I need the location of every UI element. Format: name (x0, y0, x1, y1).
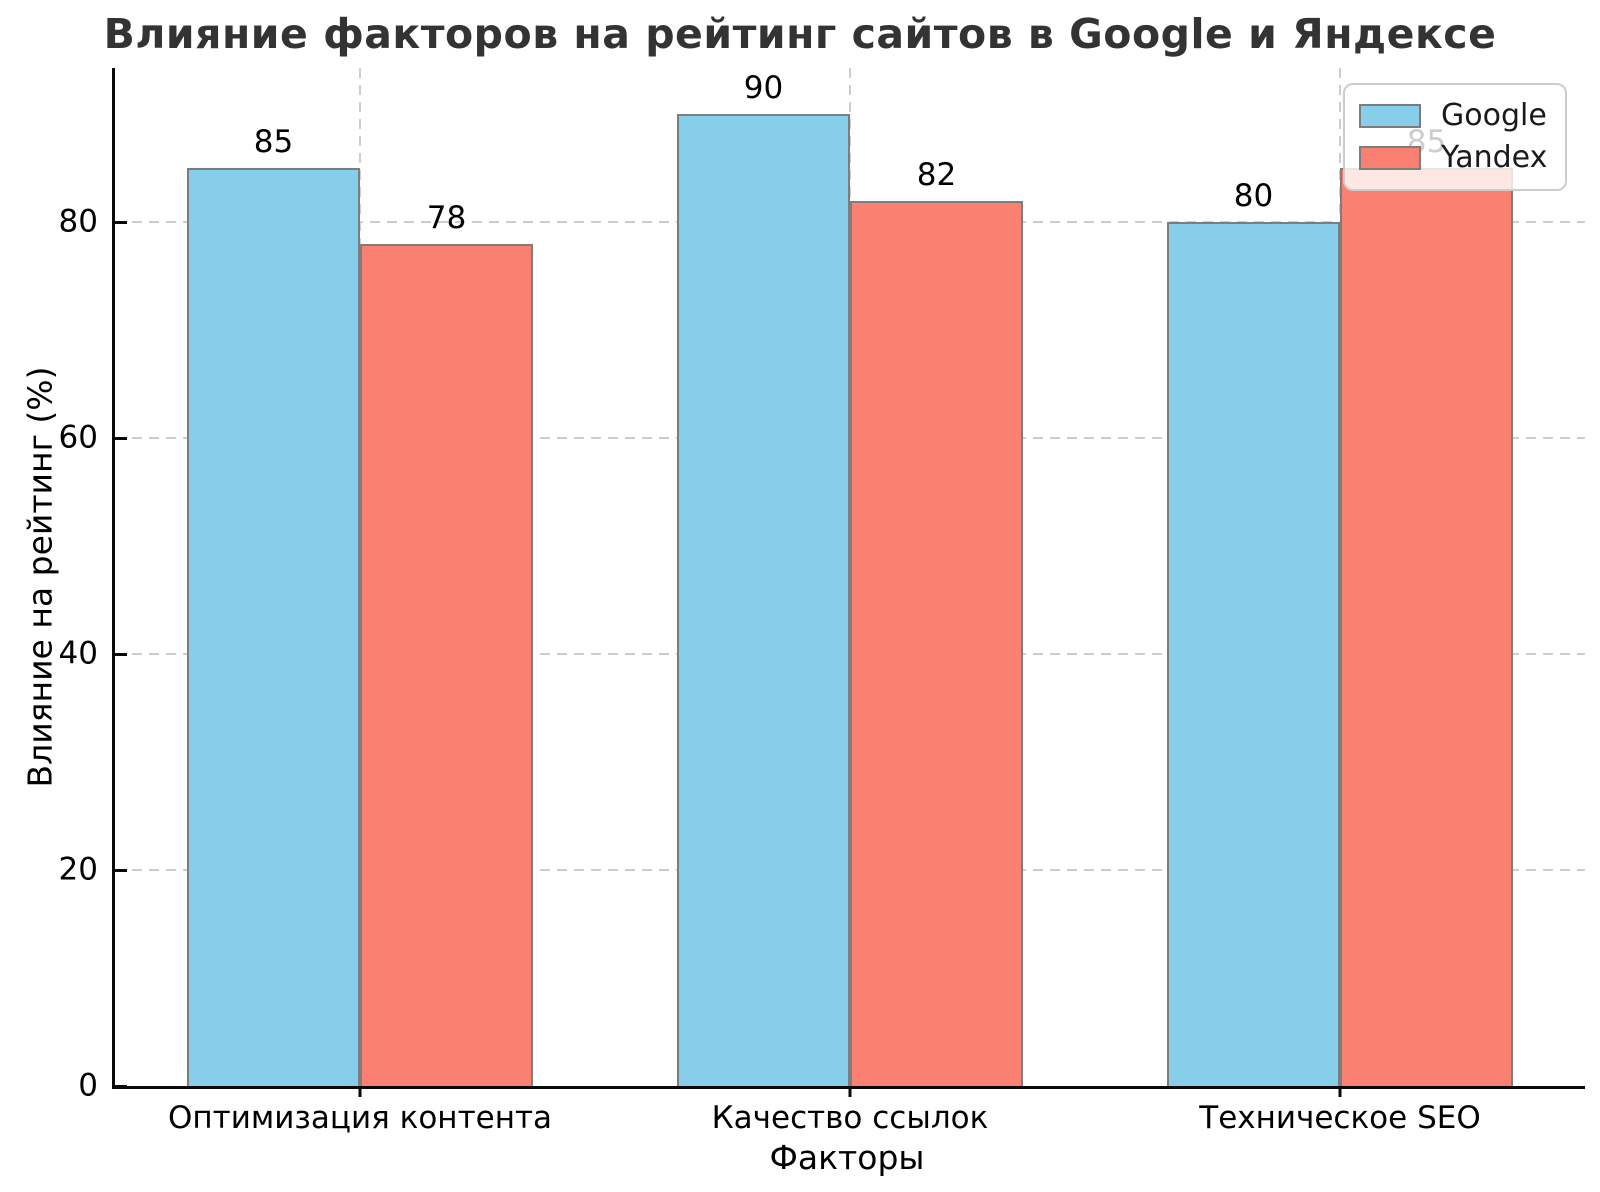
bar-value-label-google-1: 85 (253, 124, 294, 161)
y-tick-mark-60 (115, 436, 127, 440)
bar-value-label-yandex-2: 82 (916, 156, 957, 193)
legend-label-google: Google (1441, 98, 1547, 133)
chart-title: Влияние факторов на рейтинг сайтов в Goo… (103, 10, 1497, 58)
legend-entry-yandex: Yandex (1359, 137, 1555, 179)
legend-entry-google: Google (1359, 95, 1555, 137)
legend-swatch-google (1359, 104, 1421, 128)
y-tick-mark-40 (115, 652, 127, 656)
legend-swatch-yandex (1359, 146, 1421, 170)
y-tick-mark-0 (115, 1084, 127, 1088)
bar-yandex-3 (1340, 168, 1513, 1086)
bar-google-3 (1167, 222, 1340, 1086)
bar-yandex-2 (850, 200, 1023, 1086)
y-tick-label-20: 20 (58, 851, 98, 888)
x-category-label-1: Оптимизация контента (167, 1100, 553, 1136)
y-tick-label-40: 40 (58, 635, 98, 672)
x-tick-mark-1 (358, 1089, 362, 1097)
bar-google-2 (677, 114, 850, 1086)
legend: Google Yandex (1343, 83, 1567, 191)
y-axis-label: Влияние на рейтинг (%) (20, 366, 60, 788)
x-tick-mark-2 (848, 1089, 852, 1097)
bar-yandex-1 (360, 243, 533, 1086)
y-tick-mark-20 (115, 868, 127, 872)
y-tick-label-60: 60 (58, 419, 98, 456)
x-tick-mark-3 (1338, 1089, 1342, 1097)
bar-value-label-google-3: 80 (1233, 178, 1274, 215)
x-category-label-3: Техническое SEO (1199, 1100, 1481, 1136)
y-tick-mark-80 (115, 220, 127, 224)
bar-value-label-yandex-1: 78 (426, 199, 467, 236)
y-tick-label-80: 80 (58, 203, 98, 240)
legend-label-yandex: Yandex (1441, 140, 1548, 175)
y-tick-label-0: 0 (78, 1067, 98, 1104)
x-axis-label: Факторы (769, 1138, 925, 1177)
bar-value-label-google-2: 90 (743, 70, 784, 107)
plot-area: 0 20 40 60 80 Оптимизация контента Качество сс… (59, 68, 1585, 1136)
bar-google-1 (187, 168, 360, 1086)
x-category-label-2: Качество ссылок (711, 1100, 989, 1136)
